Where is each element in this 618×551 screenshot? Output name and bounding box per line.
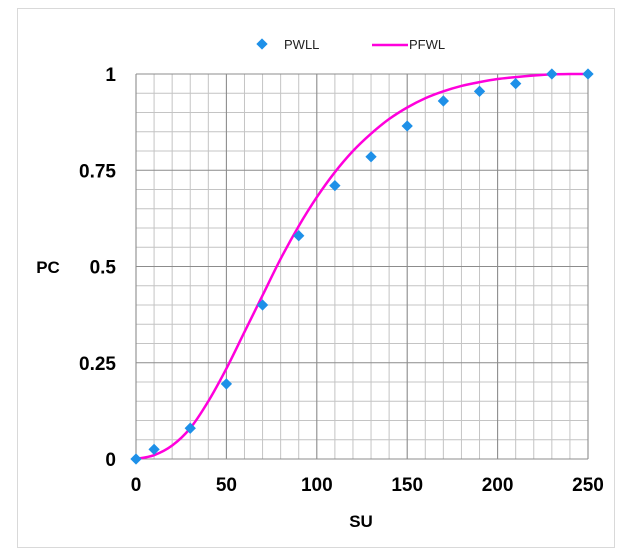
legend-marker-pwll: [256, 38, 268, 50]
series-line-pfwl: [135, 72, 589, 461]
y-tick-label: 0.75: [79, 161, 116, 182]
data-point-pwll: [546, 68, 558, 80]
data-point-pwll: [329, 179, 341, 192]
legend-label-pwll: PWLL: [284, 37, 319, 52]
data-point-pwll: [437, 95, 450, 107]
x-axis-title: SU: [349, 512, 373, 531]
x-tick-label: 0: [131, 475, 142, 496]
data-point-pwll: [184, 422, 196, 434]
y-tick-labels: 0 0.25 0.5 0.75 1: [79, 65, 116, 471]
legend-label-pfwl: PFWL: [409, 37, 445, 52]
data-point-pwll: [148, 443, 160, 456]
grid-major: [135, 73, 589, 460]
data-point-pwll: [510, 77, 522, 90]
y-tick-label: 0.25: [79, 354, 116, 375]
x-tick-label: 150: [391, 475, 423, 496]
x-tick-label: 100: [301, 475, 333, 496]
series-line-group: [135, 72, 589, 461]
x-tick-label: 250: [572, 475, 604, 496]
x-tick-label: 200: [482, 475, 514, 496]
data-point-pwll: [401, 120, 413, 132]
data-point-pwll: [256, 299, 269, 311]
data-point-pwll: [365, 151, 377, 163]
y-tick-label: 0: [105, 450, 116, 471]
data-point-pwll: [582, 68, 594, 80]
legend: PWLL PFWL: [256, 37, 445, 52]
y-tick-label: 1: [105, 65, 116, 86]
x-tick-label: 50: [216, 475, 237, 496]
x-tick-labels: 0 50 100 150 200 250: [131, 475, 604, 496]
data-point-pwll: [130, 453, 142, 465]
data-point-pwll: [473, 85, 486, 97]
y-axis-title: PC: [36, 258, 60, 277]
data-point-pwll: [220, 378, 233, 390]
y-tick-label: 0.5: [90, 258, 117, 279]
data-point-pwll: [293, 230, 305, 242]
